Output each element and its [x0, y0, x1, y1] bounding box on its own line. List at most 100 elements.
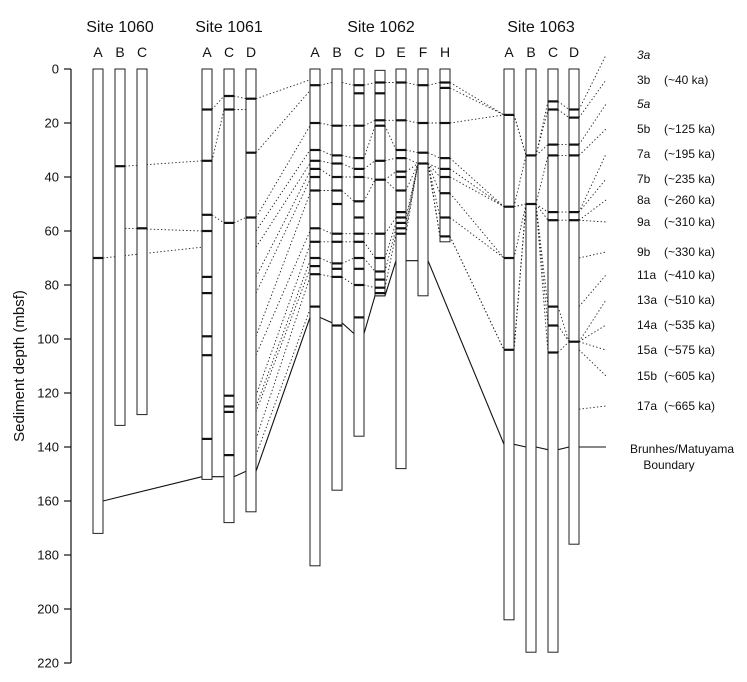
hole-label: A [93, 44, 103, 60]
correlation-line [449, 114, 505, 124]
stage-leader-line [578, 299, 607, 342]
core-body [417, 68, 429, 297]
core-body [568, 68, 580, 545]
correlation-line [427, 82, 441, 86]
stage-code: 11a [637, 268, 656, 282]
correlation-line [405, 163, 419, 172]
core-column [417, 68, 429, 297]
stage-leader-line [578, 349, 607, 377]
core-body [353, 68, 365, 437]
hole-label: A [310, 44, 320, 60]
correlation-line [255, 276, 311, 440]
correlation-line [427, 163, 441, 237]
correlation-line [405, 163, 419, 234]
core-column [525, 68, 537, 653]
core-body [201, 68, 213, 480]
hole-label: C [224, 44, 234, 60]
y-axis-ticks: 0 20 40 60 80 100 120 140 160 180 200 220 [37, 62, 71, 671]
correlation-line [535, 203, 549, 326]
stage-age: (~40 ka) [664, 73, 708, 87]
correlation-line [427, 163, 441, 178]
core-column [331, 68, 343, 491]
correlation-line [319, 160, 333, 164]
correlation-line [535, 203, 549, 221]
correlation-line [341, 82, 355, 86]
core-body [245, 68, 257, 513]
stage-leader-line [578, 405, 607, 410]
y-tick-label: 180 [37, 548, 59, 563]
stage-leader-line [578, 251, 607, 259]
stage-leader-line [578, 153, 607, 213]
correlation-line [211, 109, 225, 161]
correlation-line [341, 163, 355, 170]
hole-label: E [396, 44, 405, 60]
y-tick-label: 220 [37, 656, 59, 671]
correlation-line [319, 149, 333, 156]
core-body [309, 68, 321, 567]
core-body [439, 68, 451, 243]
correlation-line [233, 95, 247, 100]
correlation-line [363, 257, 376, 272]
hole-label: A [202, 44, 212, 60]
correlation-line [427, 163, 441, 218]
correlation-line [255, 79, 311, 100]
correlation-line [319, 122, 333, 127]
stage-age: (~125 ka) [664, 122, 715, 136]
correlation-line [405, 82, 419, 86]
correlation-line [513, 155, 527, 207]
correlation-line [255, 163, 311, 248]
core-body [395, 68, 407, 470]
stage-age: (~575 ka) [664, 343, 715, 357]
correlation-line [405, 157, 419, 164]
core-body [114, 68, 126, 426]
stage-age: (~260 ka) [664, 193, 715, 207]
stage-code: 5a [637, 97, 651, 111]
correlation-line [384, 125, 397, 151]
correlation-line [405, 163, 419, 229]
correlation-line [449, 82, 505, 116]
correlation-line [535, 155, 549, 205]
core-body [525, 68, 537, 653]
correlation-line [211, 95, 225, 110]
correlation-line [405, 163, 419, 223]
stage-age: (~310 ka) [664, 215, 715, 229]
correlation-line [513, 203, 527, 350]
correlation-line [557, 325, 570, 342]
correlation-line [405, 149, 419, 154]
correlation-line [427, 152, 441, 159]
correlation-line [319, 227, 333, 235]
stage-code: 9a [637, 215, 651, 229]
stage-code: 7a [637, 147, 651, 161]
core-column [223, 68, 235, 524]
core-body [92, 68, 104, 534]
correlation-line [384, 157, 397, 162]
correlation-line [341, 190, 355, 202]
core-column [439, 68, 451, 243]
core-body [223, 68, 235, 524]
correlation-line [255, 260, 311, 407]
site-title-1061: Site 1061 [195, 19, 263, 36]
stage-leader-line [578, 128, 607, 156]
hole-label: B [332, 44, 341, 60]
core-column [503, 68, 515, 621]
correlation-line [341, 257, 355, 264]
stage-code: 7b [637, 172, 651, 186]
correlation-line [363, 125, 376, 159]
core-body [547, 68, 559, 653]
correlation-line [363, 160, 376, 170]
stage-code: 8a [637, 193, 651, 207]
correlation-line [319, 82, 333, 86]
correlation-line [384, 222, 397, 259]
core-body [331, 68, 343, 491]
y-tick-label: 60 [45, 224, 59, 239]
stage-leader-line [578, 79, 607, 118]
y-tick-label: 160 [37, 494, 59, 509]
hole-label: C [548, 44, 558, 60]
core-column [136, 68, 148, 416]
core-column [201, 68, 213, 480]
stage-code: 3a [637, 48, 651, 62]
correlation-line [449, 176, 505, 208]
stage-age: (~535 ka) [664, 318, 715, 332]
correlation-line [255, 125, 311, 218]
core-body [503, 68, 515, 621]
